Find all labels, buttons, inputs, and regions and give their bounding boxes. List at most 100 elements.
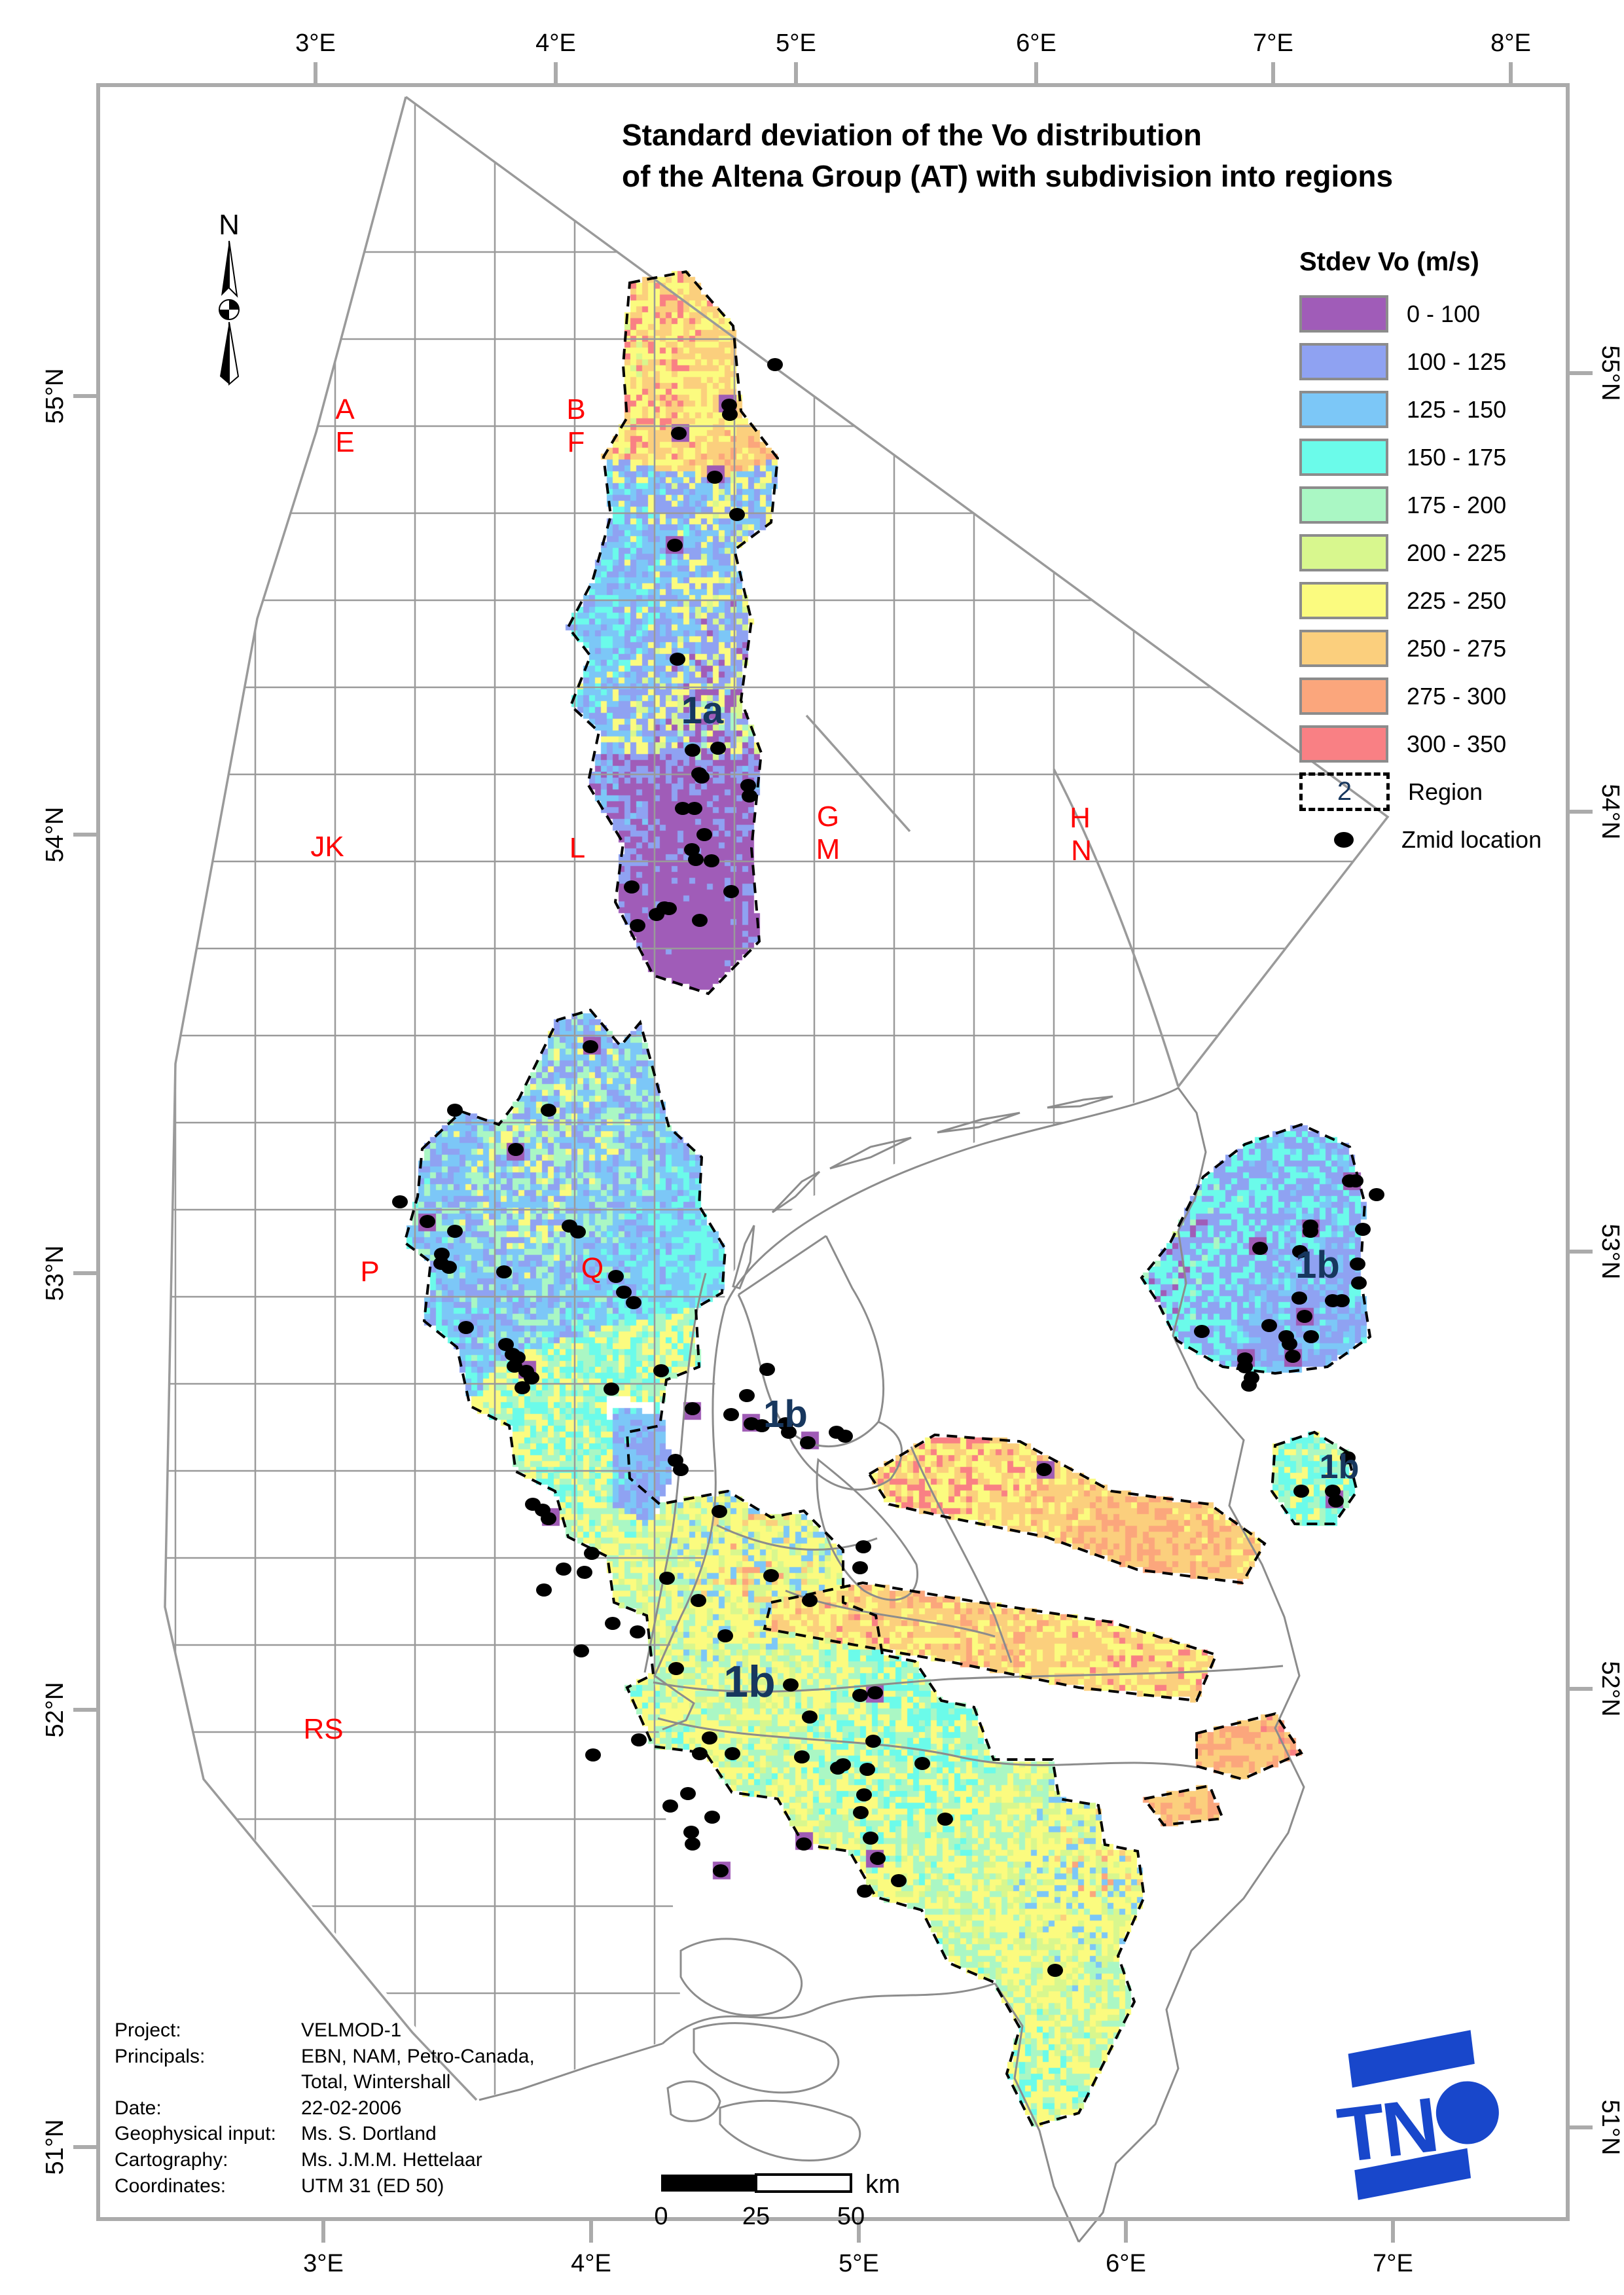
- zmid-dot: [800, 1436, 816, 1449]
- belgian-border: [662, 1982, 996, 2045]
- zmid-dot: [863, 1832, 878, 1845]
- province-border-2: [785, 1589, 996, 1638]
- zmid-dot: [675, 802, 691, 815]
- metadata-value: UTM 31 (ED 50): [301, 2175, 444, 2197]
- legend-color-swatch: [1299, 439, 1388, 476]
- legend-rows: 0 - 100 100 - 125 125 - 150 150 - 175 175 - …: [1299, 295, 1574, 763]
- zmid-dot: [685, 1402, 700, 1415]
- legend-class-row: 150 - 175: [1299, 439, 1574, 476]
- zmid-dot: [914, 1757, 930, 1770]
- zmid-dot: [649, 908, 664, 921]
- zmid-dot: [1348, 1174, 1363, 1187]
- region-outlines: [403, 270, 1372, 2128]
- wadden-island-texel: [732, 1225, 755, 1290]
- sector-east-curve: [1053, 768, 1180, 1087]
- axis-label-top: 3°E: [295, 29, 336, 57]
- zmid-dot: [1297, 1310, 1312, 1323]
- legend: Stdev Vo (m/s) 0 - 100 100 - 125 125 - 150…: [1299, 247, 1574, 869]
- scale-bar: 0 25 50 km: [654, 2170, 900, 2230]
- region-outline-orange-patch-1: [1195, 1712, 1303, 1781]
- metadata-block: Project: VELMOD-1 Principals: EBN, NAM, Pet…: [115, 2017, 535, 2199]
- zmid-dot: [524, 1371, 539, 1384]
- zmid-dot: [507, 1360, 522, 1373]
- zmid-dot: [541, 1512, 556, 1525]
- legend-color-swatch: [1299, 678, 1388, 715]
- block-label-JK: JK: [310, 831, 344, 863]
- zmid-dot: [556, 1563, 571, 1576]
- map-title: Standard deviation of the Vo distributio…: [622, 115, 1584, 198]
- zeeland-island-2: [693, 2022, 840, 2094]
- zmid-dot: [496, 1265, 512, 1278]
- zmid-dot: [835, 1758, 851, 1771]
- zmid-dot: [852, 1689, 868, 1702]
- axis-label-top: 5°E: [776, 29, 816, 57]
- afsluitdijk: [738, 1235, 827, 1296]
- zmid-dot: [856, 1788, 872, 1801]
- zmid-dot: [1285, 1350, 1301, 1363]
- zmid-dot: [668, 1662, 684, 1675]
- zmid-dot: [1325, 1485, 1341, 1498]
- legend-class-row: 0 - 100: [1299, 295, 1574, 333]
- zmid-dot: [696, 828, 712, 841]
- zmid-dot: [702, 1731, 717, 1744]
- zmid-dot: [630, 919, 645, 932]
- region-label-1b: 1b: [1320, 1448, 1360, 1486]
- legend-color-swatch: [1299, 343, 1388, 380]
- zmid-dot: [577, 1566, 592, 1579]
- block-label-P: P: [360, 1256, 379, 1288]
- map-title-line2: of the Altena Group (AT) with subdivisio…: [622, 159, 1394, 194]
- zmid-dot: [1355, 1223, 1371, 1236]
- german-border: [1077, 1230, 1305, 2243]
- zmid-dot: [781, 1426, 797, 1439]
- zmid-dot: [685, 1837, 700, 1851]
- region-outline-region-1b-main: [403, 1008, 1146, 2128]
- coastline-group: [478, 1087, 1305, 2243]
- wadden-island-terschelling: [829, 1136, 912, 1170]
- region-label-1b: 1b: [763, 1393, 808, 1436]
- zmid-dot: [704, 854, 719, 867]
- zmid-dot: [1241, 1379, 1257, 1392]
- zmid-dot: [659, 1572, 675, 1585]
- zmid-dot: [723, 1408, 739, 1421]
- scale-bar-tick-25: 25: [742, 2203, 770, 2230]
- region-label-1b: 1b: [1295, 1244, 1340, 1286]
- zmid-dot: [1351, 1276, 1367, 1290]
- block-label-RS: RS: [303, 1713, 343, 1745]
- zmid-dot: [802, 1710, 818, 1724]
- zmid-dot: [722, 408, 738, 421]
- zmid-dot: [794, 1750, 810, 1763]
- zmid-dot: [1293, 1485, 1309, 1498]
- block-label-H: H: [1070, 802, 1091, 834]
- zmid-dot: [725, 1747, 740, 1760]
- legend-color-swatch: [1299, 630, 1388, 667]
- block-label-F: F: [568, 426, 585, 458]
- region-label-1a: 1a: [681, 689, 724, 732]
- zmid-dot: [783, 1678, 799, 1691]
- river-waal: [653, 1665, 1284, 1693]
- zmid-dot: [1252, 1242, 1268, 1255]
- metadata-label: Cartography:: [115, 2148, 228, 2171]
- tno-logo-o-disc: [1432, 2077, 1503, 2148]
- axis-label-bottom: 6°E: [1106, 2250, 1146, 2277]
- zmid-dot: [585, 1748, 601, 1762]
- legend-class-row: 175 - 200: [1299, 486, 1574, 524]
- axis-label-right: 51°N: [1597, 2100, 1624, 2156]
- zeeland-island-3: [719, 2099, 861, 2161]
- sector-inner-diagonal: [805, 714, 911, 833]
- axis-label-bottom: 4°E: [571, 2250, 611, 2277]
- zmid-dot: [687, 802, 702, 815]
- zmid-dot: [707, 471, 723, 484]
- zmid-dot: [631, 1733, 647, 1746]
- zmid-dot: [692, 914, 708, 927]
- zmid-symbol-cell: [1299, 823, 1388, 856]
- legend-class-range: 175 - 200: [1407, 491, 1507, 518]
- zmid-dot: [653, 1364, 669, 1377]
- legend-class-range: 250 - 275: [1407, 634, 1507, 662]
- zmid-dot: [796, 1837, 812, 1851]
- zmid-dot-icon: [1334, 831, 1354, 848]
- sector-boundary: [164, 96, 1390, 2101]
- metadata-label: Coordinates:: [115, 2175, 226, 2197]
- legend-class-range: 200 - 225: [1407, 539, 1507, 566]
- block-label-L: L: [569, 832, 585, 864]
- metadata-row: Cartography: Ms. J.M.M. Hettelaar: [115, 2147, 535, 2173]
